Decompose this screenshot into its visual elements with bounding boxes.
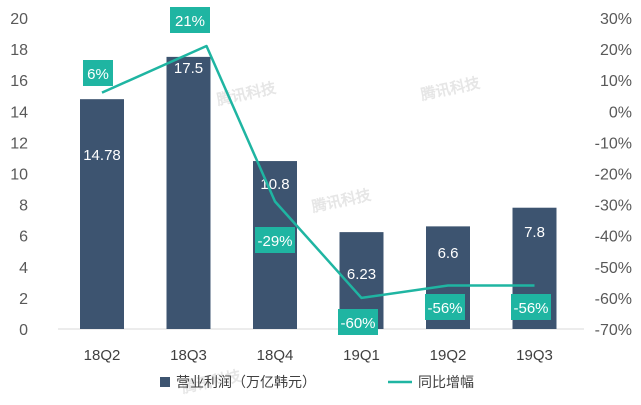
right-tick-label: -50% [595,260,632,277]
left-tick-label: 2 [19,291,28,308]
bar-value-labels: 14.78 17.5 10.8 6.23 6.6 7.8 [83,60,545,283]
line-value-label: 21% [175,13,205,30]
left-tick-label: 6 [19,229,28,246]
x-axis-labels: 18Q2 18Q3 18Q4 19Q1 19Q2 19Q3 [84,347,553,364]
left-tick-label: 12 [10,135,28,152]
right-tick-label: 10% [600,73,632,90]
line-value-labels: 6% 21% -29% -60% -56% -56% [83,7,551,335]
line-label-box [425,294,465,320]
legend-line-label: 同比增幅 [418,374,474,390]
line-value-label: 6% [87,66,109,83]
right-tick-label: -30% [595,198,632,215]
line-value-label: -56% [513,300,548,317]
right-tick-label: -10% [595,135,632,152]
left-tick-label: 0 [19,322,28,339]
legend-bar-swatch [160,377,170,387]
left-tick-label: 16 [10,73,28,90]
right-tick-label: -40% [595,229,632,246]
left-tick-label: 18 [10,42,28,59]
x-tick-label: 18Q2 [84,347,121,364]
bar-value-label: 17.5 [174,60,203,77]
line-path [101,44,535,300]
right-tick-label: -70% [595,322,632,339]
legend: 营业利润（万亿韩元） 同比增幅 [160,374,474,390]
left-tick-label: 8 [19,198,28,215]
bar-series [80,56,557,330]
left-tick-label: 4 [19,260,28,277]
line-label-box [170,7,210,33]
x-tick-label: 18Q3 [170,347,207,364]
left-y-axis: 0 2 4 6 8 10 12 14 16 18 20 [10,11,28,339]
left-tick-label: 14 [10,104,28,121]
bar-value-label: 7.8 [524,224,545,241]
right-tick-label: 20% [600,42,632,59]
left-tick-label: 20 [10,11,28,28]
line-label-box [255,227,295,253]
line-value-label: -60% [340,315,375,332]
line-series [101,44,535,300]
right-tick-label: -60% [595,291,632,308]
watermark-text: 腾讯科技 [309,186,373,216]
right-tick-label: 30% [600,11,632,28]
bar-value-label: 14.78 [83,147,121,164]
right-tick-label: 0% [609,104,632,121]
line-label-box [338,309,378,335]
line-label-box [511,294,551,320]
line-label-box [83,60,113,86]
bar [80,99,124,330]
right-y-axis: -70% -60% -50% -40% -30% -20% -10% 0% 10% 20% 30% [595,11,632,339]
x-tick-label: 18Q4 [257,347,294,364]
line-value-label: -56% [427,300,462,317]
watermark-text: 腾讯科技 [418,74,482,104]
left-tick-label: 10 [10,167,28,184]
x-tick-label: 19Q1 [343,347,380,364]
bar-value-label: 6.23 [347,266,376,283]
x-tick-label: 19Q3 [516,347,553,364]
bar [166,56,211,329]
right-tick-label: -20% [595,167,632,184]
bar-value-label: 10.8 [260,176,289,193]
bar-value-label: 6.6 [438,245,459,262]
legend-bar-label: 营业利润（万亿韩元） [176,374,316,390]
line-value-label: -29% [257,233,292,250]
x-tick-label: 19Q2 [430,347,467,364]
